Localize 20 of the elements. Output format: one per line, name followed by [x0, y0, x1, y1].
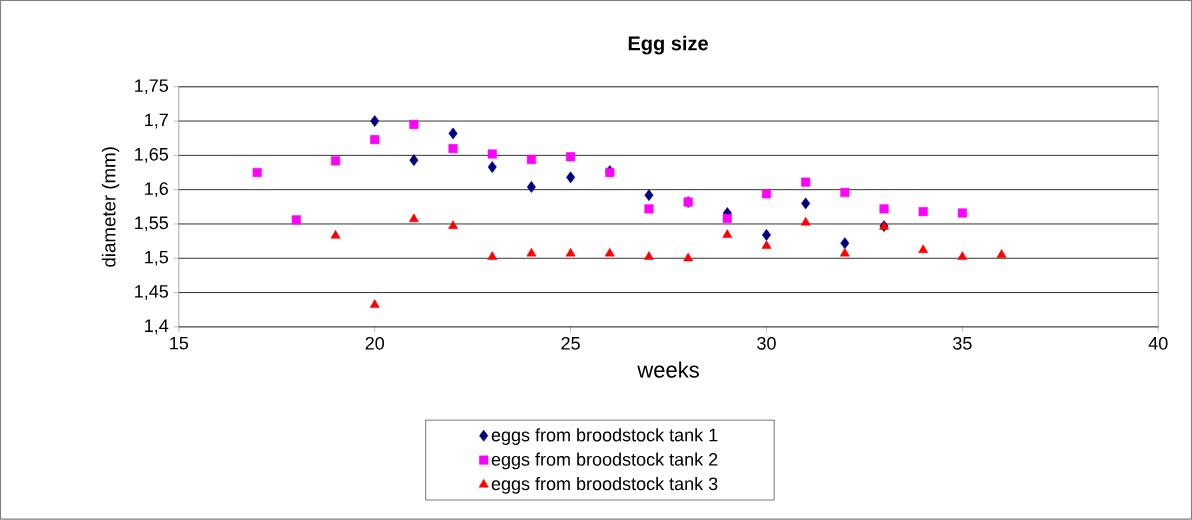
legend-label: eggs from broodstock tank 3	[491, 477, 718, 494]
y-tick-label: 1,7	[145, 113, 168, 129]
x-tick-label: 35	[953, 337, 972, 350]
x-tick-label: 30	[757, 337, 776, 350]
y-tick-label: 1,65	[135, 148, 169, 163]
y-axis-title: diameter (mm)	[101, 147, 120, 267]
x-tick-label: 15	[170, 337, 189, 350]
x-tick-label: 20	[365, 337, 385, 350]
x-tick-label: 40	[1148, 337, 1168, 350]
y-tick-label: 1,55	[135, 216, 169, 232]
y-tick-label: 1,5	[145, 251, 169, 266]
y-tick-label: 1,6	[145, 182, 168, 198]
x-tick-label: 25	[561, 337, 580, 350]
legend-label: eggs from broodstock tank 1	[491, 428, 718, 446]
y-tick-label: 1,75	[135, 79, 169, 95]
chart-title: Egg size	[628, 35, 708, 55]
y-tick-label: 1,4	[145, 319, 169, 335]
legend-label: eggs from broodstock tank 2	[491, 452, 718, 470]
x-axis-title: weeks	[637, 361, 699, 378]
y-tick-label: 1,45	[135, 285, 169, 301]
